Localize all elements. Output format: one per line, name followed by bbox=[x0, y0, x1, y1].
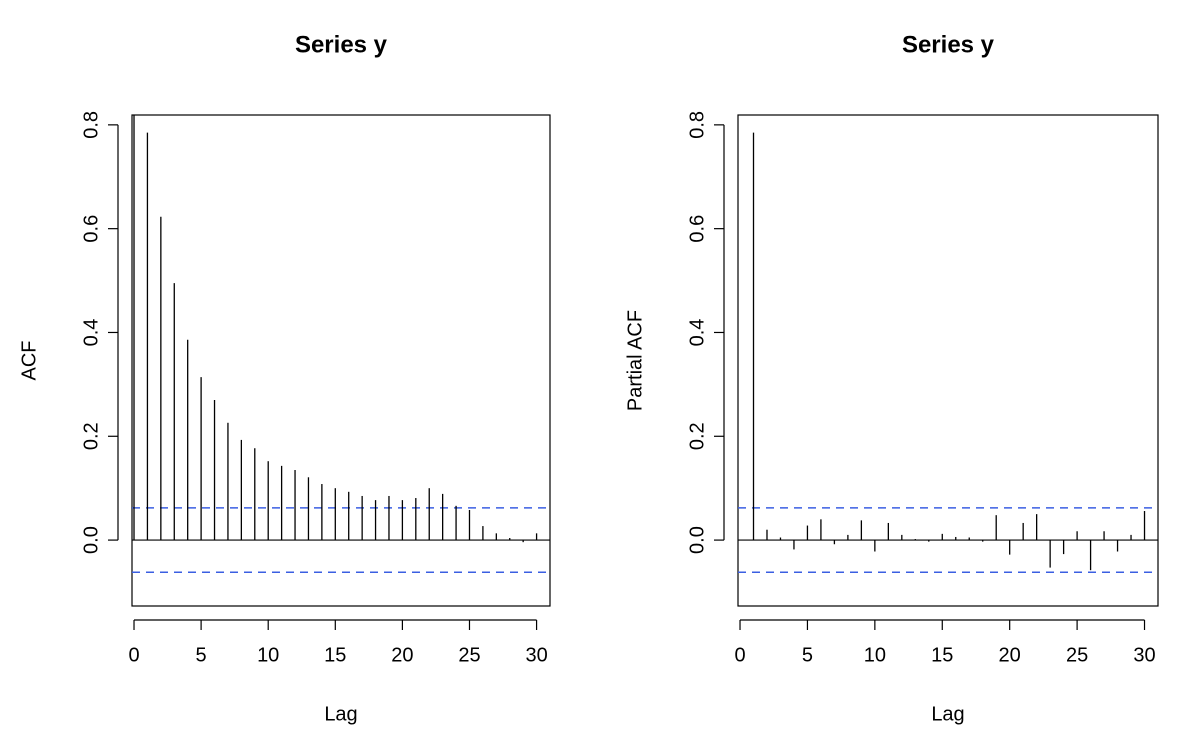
x-tick-label: 30 bbox=[525, 644, 547, 666]
bars bbox=[133, 115, 538, 543]
x-tick-label: 5 bbox=[196, 644, 207, 666]
bars bbox=[752, 132, 1146, 571]
y-axis-label: Partial ACF bbox=[624, 310, 646, 411]
y-tick-label: 0.8 bbox=[686, 111, 708, 139]
x-axis-label: Lag bbox=[324, 703, 357, 725]
chart-title: Series y bbox=[295, 31, 388, 58]
x-tick-label: 20 bbox=[999, 644, 1021, 666]
y-tick-label: 0.4 bbox=[80, 319, 102, 347]
x-tick-label: 15 bbox=[931, 644, 953, 666]
plot-frame bbox=[131, 114, 551, 607]
x-tick-label: 20 bbox=[391, 644, 413, 666]
x-tick-label: 25 bbox=[1066, 644, 1088, 666]
x-tick-label: 10 bbox=[864, 644, 886, 666]
y-tick-label: 0.0 bbox=[686, 526, 708, 554]
y-tick-label: 0.6 bbox=[80, 215, 102, 243]
y-tick-label: 0.2 bbox=[80, 422, 102, 450]
plot-frame bbox=[737, 114, 1159, 607]
y-tick-label: 0.4 bbox=[686, 319, 708, 347]
x-axis-label: Lag bbox=[931, 703, 964, 725]
x-tick-label: 0 bbox=[128, 644, 139, 666]
x-tick-label: 15 bbox=[324, 644, 346, 666]
x-tick-label: 25 bbox=[458, 644, 480, 666]
chart-title: Series y bbox=[902, 31, 995, 58]
y-axis-label: ACF bbox=[18, 341, 40, 381]
y-tick-label: 0.8 bbox=[80, 111, 102, 139]
y-tick-label: 0.0 bbox=[80, 526, 102, 554]
x-tick-label: 10 bbox=[257, 644, 279, 666]
x-tick-label: 0 bbox=[734, 644, 745, 666]
x-tick-label: 30 bbox=[1133, 644, 1155, 666]
x-tick-label: 5 bbox=[802, 644, 813, 666]
y-tick-label: 0.2 bbox=[686, 422, 708, 450]
y-tick-label: 0.6 bbox=[686, 215, 708, 243]
